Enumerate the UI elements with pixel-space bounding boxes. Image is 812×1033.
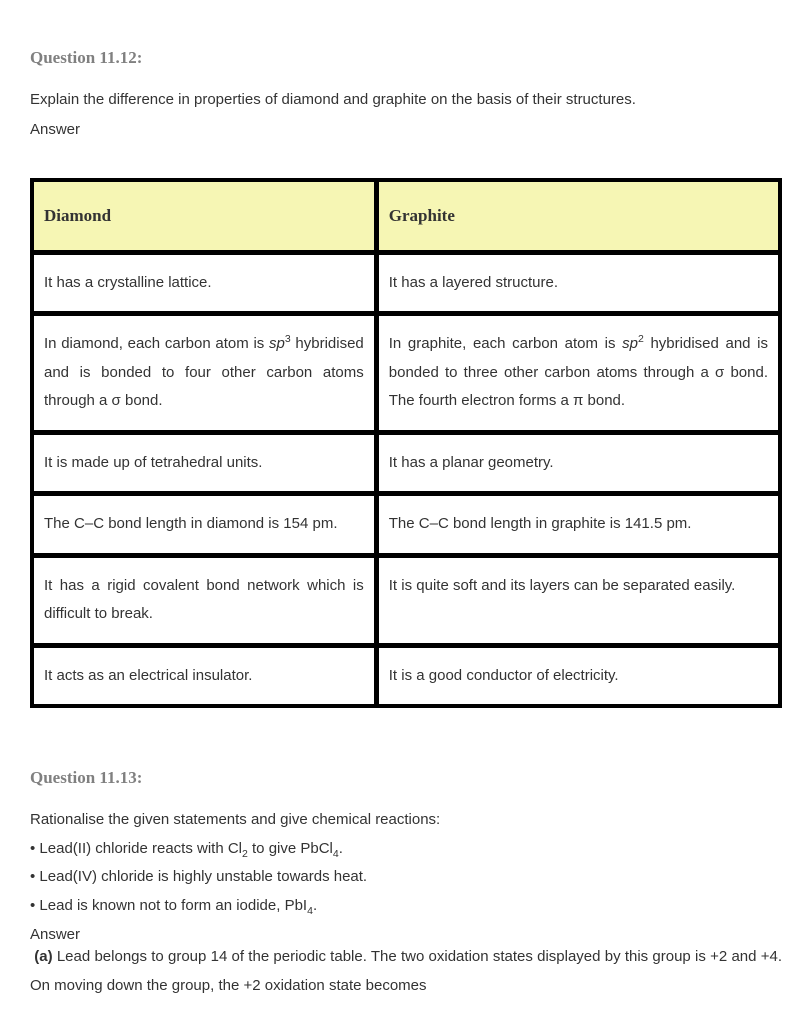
table-cell: It is made up of tetrahedral units. [33,434,375,493]
table-cell: It acts as an electrical insulator. [33,647,375,706]
table-cell: It is quite soft and its layers can be s… [378,557,779,644]
question-13-prompt: Rationalise the given statements and giv… [30,806,782,835]
table-cell: It has a layered structure. [378,254,779,313]
sp-notation: sp [269,335,285,352]
bullet-text: to give PbCl [248,840,333,857]
answer-part-label: (a) [34,948,52,965]
bullet-text: . [339,840,343,857]
question-13-answer-a: (a) Lead belongs to group 14 of the peri… [30,943,782,1000]
table-row: It is made up of tetrahedral units. It h… [33,434,779,493]
table-row: In diamond, each carbon atom is sp3 hybr… [33,315,779,431]
sp-notation: sp [622,335,638,352]
bullet-item: • Lead is known not to form an iodide, P… [30,892,782,921]
table-row: It has a rigid covalent bond network whi… [33,557,779,644]
question-13-answer-label: Answer [30,926,782,943]
answer-part-text: Lead belongs to group 14 of the periodic… [30,948,782,994]
bullet-item: • Lead(IV) chloride is highly unstable t… [30,863,782,892]
bullet-text: • Lead is known not to form an iodide, P… [30,897,307,914]
bullet-item: • Lead(II) chloride reacts with Cl2 to g… [30,835,782,864]
question-13-heading: Question 11.13: [30,768,782,788]
question-12-answer-label: Answer [30,121,782,138]
table-header-row: Diamond Graphite [33,181,779,251]
question-12-heading: Question 11.12: [30,48,782,68]
table-row: It acts as an electrical insulator. It i… [33,647,779,706]
table-cell: It has a rigid covalent bond network whi… [33,557,375,644]
table-header-graphite: Graphite [378,181,779,251]
table-cell: It has a crystalline lattice. [33,254,375,313]
table-row: It has a crystalline lattice. It has a l… [33,254,779,313]
table-cell: In graphite, each carbon atom is sp2 hyb… [378,315,779,431]
cell-text: In diamond, each carbon atom is [44,335,269,352]
table-cell: The C–C bond length in graphite is 141.5… [378,495,779,554]
table-cell: In diamond, each carbon atom is sp3 hybr… [33,315,375,431]
question-12-prompt: Explain the difference in properties of … [30,86,782,115]
diamond-graphite-table: Diamond Graphite It has a crystalline la… [30,178,782,709]
cell-text: In graphite, each carbon atom is [389,335,622,352]
page: Question 11.12: Explain the difference i… [0,0,812,1020]
table-cell: It has a planar geometry. [378,434,779,493]
table-cell: It is a good conductor of electricity. [378,647,779,706]
table-row: The C–C bond length in diamond is 154 pm… [33,495,779,554]
table-cell: The C–C bond length in diamond is 154 pm… [33,495,375,554]
table-header-diamond: Diamond [33,181,375,251]
bullet-text: • Lead(II) chloride reacts with Cl [30,840,242,857]
bullet-text: . [313,897,317,914]
